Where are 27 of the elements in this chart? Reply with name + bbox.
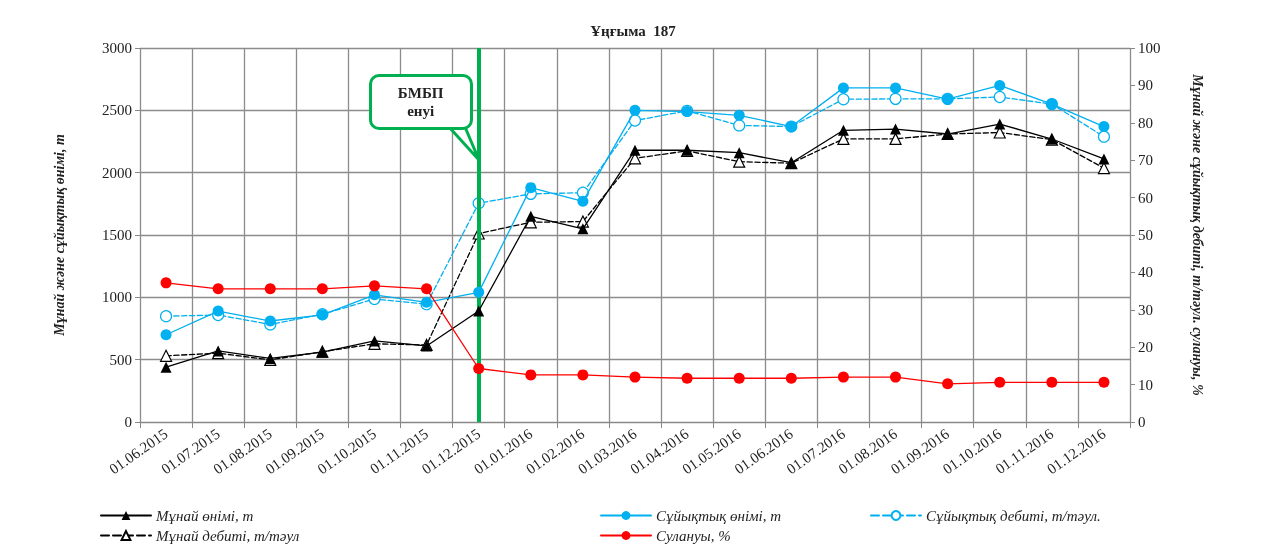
y2-tick-label: 30 [1138,301,1153,318]
legend-label: Сулануы, % [656,527,731,544]
y-tick-label: 1500 [102,227,132,243]
y-tick-label: 2500 [102,102,132,119]
ref-line-label: БМБП енуі [368,74,473,130]
y2-axis-title: Мұнай және сұйықтық дебиті, т/тәул. сулануы, % [1189,73,1205,396]
y2-tick-label: 20 [1138,339,1153,356]
y2-tick-label: 60 [1138,189,1153,206]
y-tick-label: 3000 [102,40,132,56]
y2-tick-label: 80 [1138,114,1153,131]
y-tick-label: 500 [109,351,132,368]
y2-tick-label: 40 [1138,264,1153,281]
legend-label: Сұйықтық өнімі, т [656,507,782,524]
y-tick-label: 1000 [102,289,132,306]
chart-title: Ұңғыма 187 [590,22,677,39]
y-tick-label: 2000 [102,164,132,181]
y-tick-label: 0 [124,414,132,430]
y2-tick-label: 10 [1138,376,1153,393]
y2-tick-label: 50 [1138,227,1153,243]
legend-label: Мұнай өнімі, т [155,507,254,524]
legend-label: Мұнай дебиті, т/тәул [155,527,300,544]
y2-tick-label: 0 [1138,414,1146,430]
y-axis-title: Мұнай және сұйықтық өнімі, т [51,134,67,337]
y2-tick-label: 70 [1138,152,1153,169]
legend-label: Сұйықтық дебиті, т/тәул. [926,507,1101,524]
y2-tick-label: 100 [1138,40,1161,56]
y2-tick-label: 90 [1138,77,1153,94]
